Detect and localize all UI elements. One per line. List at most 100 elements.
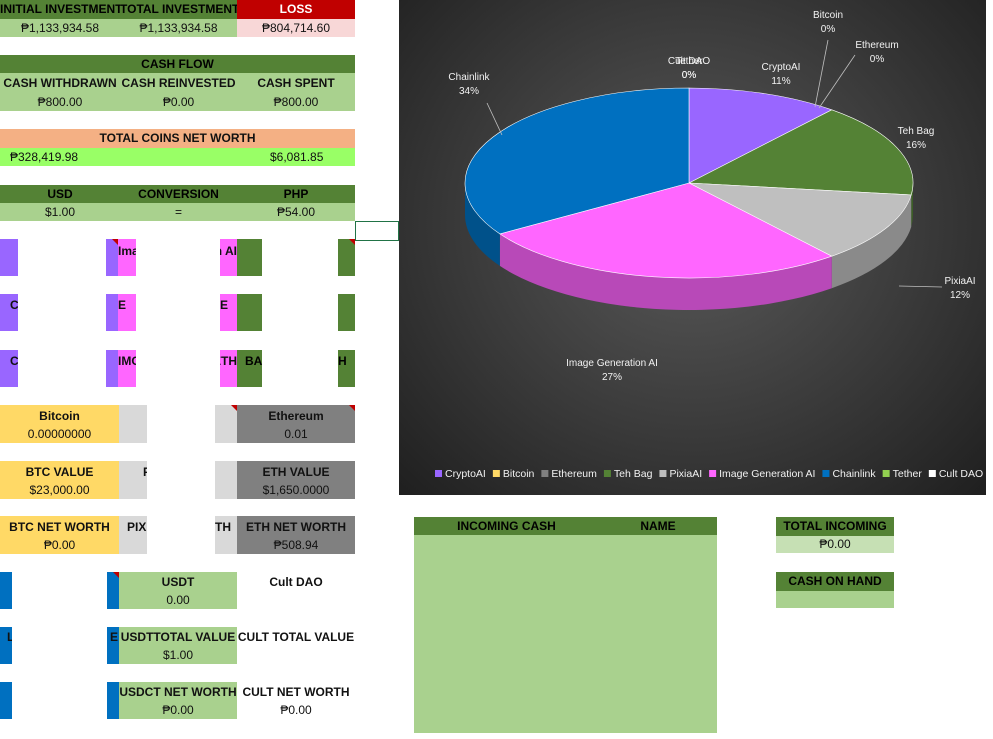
legend-item-tether[interactable]: Tether <box>893 468 923 480</box>
usdt-total-value[interactable]: $1.00 <box>119 647 237 664</box>
pie-label-pct-image-generation-ai: 27% <box>602 372 622 383</box>
conversion-header: CONVERSION <box>120 185 237 203</box>
equals-sign: = <box>120 203 237 221</box>
pie-label-name-pixiaai: PixiaAI <box>944 276 975 287</box>
initial-investment-value[interactable]: ₱1,133,934.58 <box>0 19 120 37</box>
name-header: NAME <box>599 517 717 535</box>
net-worth-php[interactable]: ₱328,419.98 <box>0 148 178 166</box>
eth-net-worth[interactable]: ₱508.94 <box>237 536 355 554</box>
total-investment-header: TOTAL INVESTMENT <box>120 0 237 19</box>
net-worth-title: TOTAL COINS NET WORTH <box>0 129 355 148</box>
chainlink-fragment-1: L <box>0 627 12 664</box>
pie-label-pct-teh-bag: 16% <box>906 140 926 151</box>
cryptoai-block-6[interactable] <box>106 350 118 387</box>
cash-on-hand-value[interactable] <box>776 591 894 608</box>
net-worth-usd[interactable]: $6,081.85 <box>178 148 355 166</box>
portfolio-pie-chart[interactable]: CryptoAI 11% Bitcoin 0% Ethereum 0% Teh Bag 16%… <box>399 0 986 495</box>
pixia-block-2[interactable] <box>215 405 237 443</box>
usdt-amount[interactable]: 0.00 <box>119 592 237 609</box>
teh-bag-block-4[interactable] <box>338 294 355 331</box>
pie-label-pct-cryptoai: 11% <box>771 76 790 87</box>
legend-item-pixiaai[interactable]: PixiaAI <box>669 468 702 480</box>
usdt-header: USDT <box>119 572 237 592</box>
pie-side-pixiaai <box>831 194 912 289</box>
pixia-block-1[interactable] <box>119 405 147 443</box>
pixia-value-fragment: P <box>119 461 147 499</box>
pixia-net-fragment-1: PIXI <box>119 516 147 554</box>
legend-swatch-chainlink <box>822 470 830 477</box>
pie-leader-ethereum <box>818 54 856 109</box>
legend-swatch-pixiaai <box>659 470 667 477</box>
bitcoin-amount[interactable]: 0.00000000 <box>0 425 119 443</box>
pie-label-name-chainlink: Chainlink <box>448 72 490 83</box>
pie-label-pct-pixiaai: 12% <box>950 290 970 301</box>
selected-cell[interactable] <box>355 221 399 241</box>
legend-item-teh-bag[interactable]: Teh Bag <box>614 468 653 480</box>
cash-spent-value[interactable]: ₱800.00 <box>237 93 355 111</box>
teh-bag-block-2[interactable] <box>338 239 355 276</box>
pie-slice-teh-bag[interactable] <box>687 109 914 196</box>
btc-net-worth[interactable]: ₱0.00 <box>0 536 119 554</box>
image-gen-fragment-5: IMG <box>118 350 136 387</box>
eth-value[interactable]: $1,650.0000 <box>237 481 355 499</box>
btc-net-worth-header: BTC NET WORTH <box>0 516 119 536</box>
legend-swatch-teh-bag <box>603 470 611 477</box>
initial-investment-header: INITIAL INVESTMENT <box>0 0 120 19</box>
pie-side-image-generation-ai <box>499 233 832 311</box>
php-value[interactable]: ₱54.00 <box>237 203 355 221</box>
legend-swatch-ethereum <box>541 470 549 477</box>
pie-slice-image-generation-ai[interactable] <box>499 182 833 279</box>
btc-value[interactable]: $23,000.00 <box>0 481 119 499</box>
legend-item-cryptoai[interactable]: CryptoAI <box>445 468 486 480</box>
usd-header: USD <box>0 185 120 203</box>
pie-chart-svg: CryptoAI 11% Bitcoin 0% Ethereum 0% Teh Bag 16%… <box>435 10 983 480</box>
usdt-net-worth[interactable]: ₱0.00 <box>119 702 237 719</box>
pie-slice-pixiaai[interactable] <box>688 182 912 257</box>
loss-header: LOSS <box>237 0 355 19</box>
ethereum-header: Ethereum <box>237 405 355 425</box>
cash-withdrawn-value[interactable]: ₱800.00 <box>0 93 120 111</box>
pie-label-name-teh-bag: Teh Bag <box>898 126 935 137</box>
ethereum-amount[interactable]: 0.01 <box>237 425 355 443</box>
pie-slice-chainlink[interactable] <box>464 87 690 235</box>
incoming-cash-table[interactable] <box>414 535 717 733</box>
pie-leader-pixiaai <box>898 285 943 288</box>
cash-flow-title: CASH FLOW <box>0 55 355 73</box>
eth-value-header: ETH VALUE <box>237 461 355 481</box>
teh-bag-block-3[interactable] <box>237 294 262 331</box>
pie-slice-cryptoai[interactable] <box>688 87 833 184</box>
legend-item-chainlink[interactable]: Chainlink <box>832 468 876 480</box>
pie-label-pct-tether: 0% <box>682 70 697 81</box>
chainlink-block-1[interactable] <box>0 572 12 609</box>
loss-value[interactable]: ₱804,714.60 <box>237 19 355 37</box>
cryptoai-block-1[interactable] <box>0 239 18 276</box>
pixia-net-fragment-2: TH <box>215 516 237 554</box>
cult-total-header: CULT TOTAL VALUE <box>237 630 355 644</box>
usdt-net-worth-header: USDCT NET WORTH <box>119 682 237 702</box>
total-incoming-value[interactable]: ₱0.00 <box>776 536 894 553</box>
legend-item-ethereum[interactable]: Ethereum <box>551 468 597 480</box>
cryptoai-block-2[interactable] <box>106 239 118 276</box>
cash-reinvested-value[interactable]: ₱0.00 <box>120 93 237 111</box>
chainlink-block-3[interactable] <box>0 682 12 719</box>
teh-bag-block-1[interactable] <box>237 239 262 276</box>
chainlink-block-2[interactable] <box>107 572 119 609</box>
legend-swatch-cryptoai <box>435 470 442 477</box>
cash-reinvested-header: CASH REINVESTED <box>120 73 237 93</box>
cult-net-worth-header: CULT NET WORTH <box>242 685 350 699</box>
legend-item-bitcoin[interactable]: Bitcoin <box>503 468 535 480</box>
pie-leader-chainlink <box>486 102 503 136</box>
chainlink-block-4[interactable] <box>107 682 119 719</box>
legend-item-image-generation-ai[interactable]: Image Generation AI <box>719 468 815 480</box>
bitcoin-header: Bitcoin <box>0 405 119 425</box>
eth-net-worth-header: ETH NET WORTH <box>237 516 355 536</box>
total-investment-value[interactable]: ₱1,133,934.58 <box>120 19 237 37</box>
cult-net-worth[interactable]: ₱0.00 <box>280 703 312 717</box>
cryptoai-block-4[interactable] <box>106 294 118 331</box>
pie-label-name-cryptoai: CryptoAI <box>762 62 801 73</box>
legend-item-cult-dao[interactable]: Cult DAO <box>939 468 983 480</box>
cash-spent-header: CASH SPENT <box>237 73 355 93</box>
usd-value[interactable]: $1.00 <box>0 203 120 221</box>
pie-label-pct-cult-dao: 0% <box>682 70 697 81</box>
pixia-block-3[interactable] <box>215 461 237 499</box>
